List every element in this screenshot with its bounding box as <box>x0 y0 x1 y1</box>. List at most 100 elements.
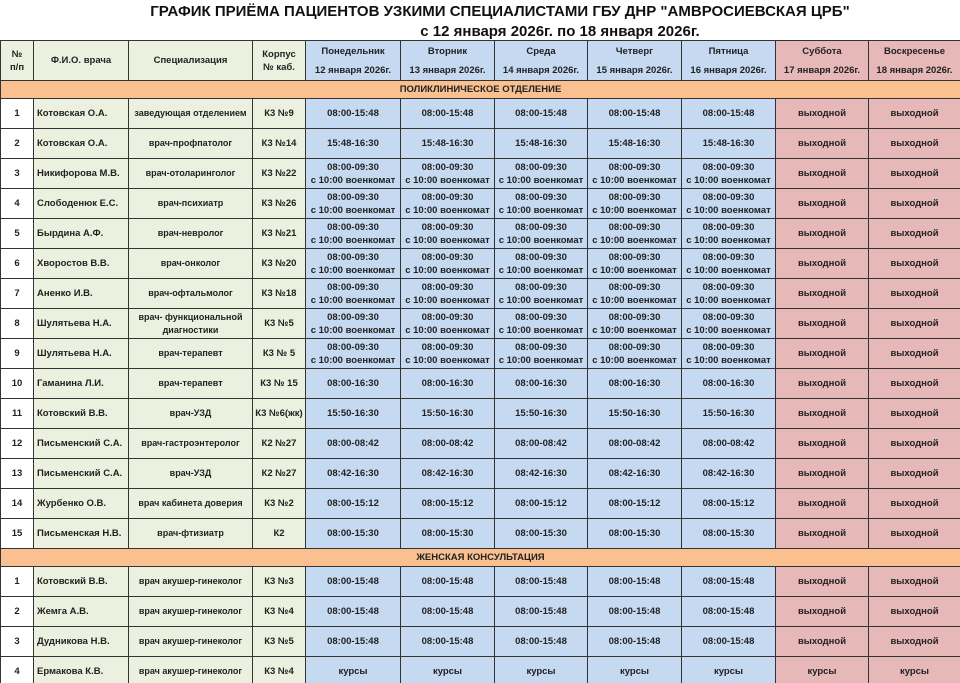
table-row: 14 Журбенко О.В. врач кабинета доверия К3 №… <box>0 488 960 519</box>
schedule-cell: 08:00-09:30 с 10:00 военкомат <box>400 248 495 279</box>
doctor-name: Шулятьева Н.А. <box>33 338 129 369</box>
schedule-cell: 08:00-15:48 <box>587 596 682 627</box>
table-row: 9 Шулятьева Н.А. врач-терапевт К3 № 5 08:00-… <box>0 338 960 369</box>
row-num: 2 <box>0 596 34 627</box>
row-num: 4 <box>0 656 34 683</box>
schedule-cell: 08:42-16:30 <box>494 458 588 489</box>
schedule-cell: 08:00-09:30 с 10:00 военкомат <box>587 338 682 369</box>
table-row: 13 Письменский С.А. врач-УЗД К2 №27 08:42-16… <box>0 458 960 489</box>
schedule-cell: 08:00-09:30 с 10:00 военкомат <box>305 218 401 249</box>
section-title: ЖЕНСКАЯ КОНСУЛЬТАЦИЯ <box>0 548 960 567</box>
doctor-name: Журбенко О.В. <box>33 488 129 519</box>
room: К3 № 15 <box>252 368 306 399</box>
schedule-cell: выходной <box>868 368 960 399</box>
schedule-cell: 15:48-16:30 <box>400 128 495 159</box>
schedule-cell: 08:00-16:30 <box>587 368 682 399</box>
schedule-cell: курсы <box>868 656 960 683</box>
schedule-cell: 15:48-16:30 <box>305 128 401 159</box>
schedule-cell: 08:00-09:30 с 10:00 военкомат <box>305 188 401 219</box>
doctor-name: Бырдина А.Ф. <box>33 218 129 249</box>
doctor-name: Котовская О.А. <box>33 98 129 129</box>
header-day: Вторник 13 января 2026г. <box>400 40 495 81</box>
specialization: врач- функциональной диагностики <box>128 308 253 339</box>
schedule-cell: 15:50-16:30 <box>494 398 588 429</box>
specialization: врач-профпатолог <box>128 128 253 159</box>
table-row: 2 Жемга А.В. врач акушер-гинеколог К3 №4 08:… <box>0 596 960 627</box>
specialization: врач-отоларинголог <box>128 158 253 189</box>
header-day: Воскресенье 18 января 2026г. <box>868 40 960 81</box>
schedule-cell: 08:00-15:48 <box>587 626 682 657</box>
schedule-cell: выходной <box>775 488 869 519</box>
room: К3 № 5 <box>252 338 306 369</box>
row-num: 6 <box>0 248 34 279</box>
row-num: 9 <box>0 338 34 369</box>
schedule-cell: 08:00-09:30 с 10:00 военкомат <box>494 278 588 309</box>
row-num: 3 <box>0 626 34 657</box>
schedule-cell: 08:00-15:48 <box>681 596 776 627</box>
specialization: врач-фтизиатр <box>128 518 253 549</box>
schedule-cell: 15:48-16:30 <box>681 128 776 159</box>
specialization: врач-офтальмолог <box>128 278 253 309</box>
schedule-cell: 08:00-15:12 <box>400 488 495 519</box>
header-room: Корпус № каб. <box>252 40 306 81</box>
schedule-cell: выходной <box>775 278 869 309</box>
specialization: врач акушер-гинеколог <box>128 626 253 657</box>
room: К2 №27 <box>252 428 306 459</box>
header-day: Четверг 15 января 2026г. <box>587 40 682 81</box>
schedule-cell: 08:00-15:48 <box>681 98 776 129</box>
specialization: заведующая отделением <box>128 98 253 129</box>
schedule-cell: выходной <box>775 398 869 429</box>
room: К3 №26 <box>252 188 306 219</box>
schedule-cell: 08:00-15:48 <box>587 98 682 129</box>
section-header: ЖЕНСКАЯ КОНСУЛЬТАЦИЯ <box>0 548 960 567</box>
schedule-cell: выходной <box>868 188 960 219</box>
schedule-cell: 08:00-08:42 <box>681 428 776 459</box>
row-num: 14 <box>0 488 34 519</box>
table-row: 5 Бырдина А.Ф. врач-невролог К3 №21 08:00-09… <box>0 218 960 249</box>
schedule-cell: 08:00-08:42 <box>305 428 401 459</box>
table-row: 3 Никифорова М.В. врач-отоларинголог К3 №22… <box>0 158 960 189</box>
schedule-cell: 08:00-09:30 с 10:00 военкомат <box>681 188 776 219</box>
doctor-name: Котовская О.А. <box>33 128 129 159</box>
schedule-cell: 08:00-15:12 <box>587 488 682 519</box>
room: К2 <box>252 518 306 549</box>
room: К3 №14 <box>252 128 306 159</box>
table-row: 2 Котовская О.А. врач-профпатолог К3 №14 15:… <box>0 128 960 159</box>
schedule-cell: выходной <box>868 518 960 549</box>
schedule-cell: курсы <box>494 656 588 683</box>
table-row: 15 Письменская Н.В. врач-фтизиатр К2 08:00-1… <box>0 518 960 549</box>
row-num: 5 <box>0 218 34 249</box>
schedule-cell: 08:00-15:48 <box>400 566 495 597</box>
room: К3 №21 <box>252 218 306 249</box>
schedule-cell: выходной <box>775 596 869 627</box>
specialization: врач кабинета доверия <box>128 488 253 519</box>
doctor-name: Письменский С.А. <box>33 458 129 489</box>
schedule-cell: 15:48-16:30 <box>587 128 682 159</box>
room: К3 №4 <box>252 656 306 683</box>
row-num: 4 <box>0 188 34 219</box>
day-name: Пятница <box>708 45 749 57</box>
schedule-cell: выходной <box>868 458 960 489</box>
schedule-cell: выходной <box>775 368 869 399</box>
document-title: ГРАФИК ПРИЁМА ПАЦИЕНТОВ УЗКИМИ СПЕЦИАЛИС… <box>150 3 850 20</box>
specialization: врач-гастроэнтеролог <box>128 428 253 459</box>
table-row: 8 Шулятьева Н.А. врач- функциональной диаг… <box>0 308 960 339</box>
day-name: Среда <box>526 45 556 57</box>
header-spec: Специализация <box>128 40 253 81</box>
schedule-cell: 08:00-15:48 <box>400 626 495 657</box>
row-num: 2 <box>0 128 34 159</box>
day-name: Вторник <box>427 45 468 57</box>
schedule-cell: 08:00-09:30 с 10:00 военкомат <box>494 338 588 369</box>
specialization: врач-психиатр <box>128 188 253 219</box>
schedule-cell: 08:00-09:30 с 10:00 военкомат <box>400 188 495 219</box>
schedule-cell: курсы <box>305 656 401 683</box>
schedule-cell: 08:00-09:30 с 10:00 военкомат <box>400 158 495 189</box>
row-num: 11 <box>0 398 34 429</box>
day-date: 18 января 2026г. <box>876 64 953 76</box>
schedule-cell: выходной <box>868 488 960 519</box>
row-num: 7 <box>0 278 34 309</box>
schedule-cell: выходной <box>868 596 960 627</box>
schedule-cell: выходной <box>868 428 960 459</box>
doctor-name: Котовский В.В. <box>33 566 129 597</box>
